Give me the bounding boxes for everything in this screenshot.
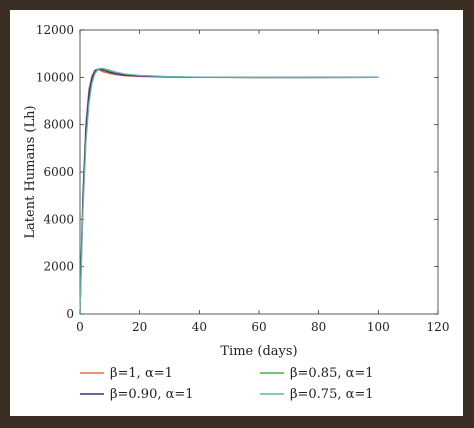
y-tick-label: 0 xyxy=(66,307,74,321)
y-tick-label: 10000 xyxy=(36,70,74,84)
figure-panel: 0 20 40 60 80 100 120 0 2000 4000 6000 8000 10000 120… xyxy=(10,10,463,416)
x-tick-label: 60 xyxy=(251,320,266,334)
x-tick-label: 120 xyxy=(427,320,450,334)
series-line-4 xyxy=(79,67,379,315)
legend-label-3: β=0.90, α=1 xyxy=(110,387,194,402)
y-axis-title: Latent Humans (Lh) xyxy=(23,105,38,238)
x-tick-label: 40 xyxy=(192,320,207,334)
line-chart: 0 20 40 60 80 100 120 0 2000 4000 6000 8000 10000 120… xyxy=(23,23,450,402)
plot-area xyxy=(79,29,439,315)
legend-label-1: β=1, α=1 xyxy=(110,366,173,381)
x-tick-label: 80 xyxy=(311,320,326,334)
x-tick-label: 100 xyxy=(367,320,390,334)
x-tick-label: 20 xyxy=(132,320,147,334)
y-tick-label: 6000 xyxy=(43,165,74,179)
legend-label-4: β=0.75, α=1 xyxy=(290,387,374,402)
x-axis-title: Time (days) xyxy=(220,344,297,359)
legend: β=1, α=1 β=0.85, α=1 β=0.90, α=1 β=0.75, α=… xyxy=(80,366,374,402)
y-tick-label: 4000 xyxy=(43,212,74,226)
legend-label-2: β=0.85, α=1 xyxy=(290,366,374,381)
y-tick-label: 8000 xyxy=(43,118,74,132)
x-tick-label: 0 xyxy=(76,320,84,334)
y-tick-label: 2000 xyxy=(43,260,74,274)
y-tick-label: 12000 xyxy=(36,23,74,37)
